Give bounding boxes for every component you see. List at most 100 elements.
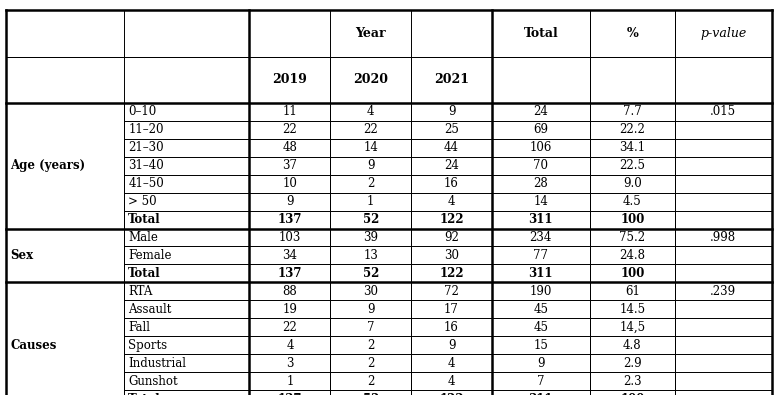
Bar <box>124 300 250 318</box>
Bar <box>492 57 590 103</box>
Bar <box>331 121 411 139</box>
Bar <box>124 211 250 228</box>
Bar <box>250 57 331 103</box>
Bar <box>590 372 675 390</box>
Bar <box>6 372 124 390</box>
Text: 2: 2 <box>367 357 374 370</box>
Text: 52: 52 <box>363 267 379 280</box>
Bar <box>6 300 124 318</box>
Text: 311: 311 <box>528 213 553 226</box>
Bar <box>411 103 492 121</box>
Bar <box>590 175 675 192</box>
Bar <box>6 265 124 282</box>
Text: 2020: 2020 <box>353 73 388 87</box>
Bar <box>250 246 331 265</box>
Text: 30: 30 <box>363 285 378 298</box>
Bar <box>590 103 675 121</box>
Bar <box>124 265 250 282</box>
Bar <box>124 103 250 121</box>
Bar <box>411 211 492 228</box>
Bar <box>492 282 590 300</box>
Bar <box>331 139 411 156</box>
Text: 9.0: 9.0 <box>623 177 642 190</box>
Text: 52: 52 <box>363 393 379 395</box>
Bar <box>590 354 675 372</box>
Bar <box>675 390 772 395</box>
Text: 9: 9 <box>367 303 374 316</box>
Text: Sports: Sports <box>128 339 167 352</box>
Bar <box>250 157 331 175</box>
Text: 4.5: 4.5 <box>623 195 642 208</box>
Text: 3: 3 <box>286 357 293 370</box>
Bar <box>411 193 492 211</box>
Bar <box>250 121 331 139</box>
Text: Causes: Causes <box>10 339 57 352</box>
Text: 234: 234 <box>530 231 552 244</box>
Bar <box>492 354 590 372</box>
Bar <box>411 337 492 354</box>
Text: Sex: Sex <box>10 249 33 262</box>
Text: 48: 48 <box>282 141 297 154</box>
Text: 41–50: 41–50 <box>128 177 164 190</box>
Bar <box>411 139 492 156</box>
Bar <box>6 157 124 175</box>
Text: 45: 45 <box>534 321 548 334</box>
Bar <box>250 265 331 282</box>
Bar <box>675 318 772 337</box>
Bar <box>675 354 772 372</box>
Text: 9: 9 <box>537 357 545 370</box>
Bar <box>590 300 675 318</box>
Bar <box>124 390 250 395</box>
Bar <box>331 390 411 395</box>
Text: .998: .998 <box>710 231 736 244</box>
Bar <box>411 228 492 246</box>
Bar <box>331 157 411 175</box>
Bar <box>590 139 675 156</box>
Text: Total: Total <box>128 267 161 280</box>
Bar <box>124 337 250 354</box>
Text: 45: 45 <box>534 303 548 316</box>
Bar <box>331 211 411 228</box>
Bar <box>6 175 124 192</box>
Bar <box>492 193 590 211</box>
Text: 100: 100 <box>620 393 644 395</box>
Bar <box>124 372 250 390</box>
Text: %: % <box>626 27 638 40</box>
Text: 10: 10 <box>282 177 297 190</box>
Text: 2.9: 2.9 <box>623 357 642 370</box>
Bar <box>590 265 675 282</box>
Text: 24.8: 24.8 <box>619 249 645 262</box>
Bar <box>411 282 492 300</box>
Bar <box>675 121 772 139</box>
Text: Year: Year <box>356 27 386 40</box>
Text: 19: 19 <box>282 303 297 316</box>
Text: .015: .015 <box>710 105 736 118</box>
Text: 4: 4 <box>367 105 374 118</box>
Bar <box>492 246 590 265</box>
Bar <box>331 265 411 282</box>
Text: 2019: 2019 <box>272 73 307 87</box>
Text: 4: 4 <box>448 375 455 388</box>
Bar <box>250 282 331 300</box>
Text: 16: 16 <box>444 321 459 334</box>
Bar <box>124 175 250 192</box>
Bar <box>6 211 124 228</box>
Text: Female: Female <box>128 249 172 262</box>
Bar <box>590 211 675 228</box>
Text: 2021: 2021 <box>434 73 469 87</box>
Bar <box>124 121 250 139</box>
Bar <box>250 372 331 390</box>
Bar <box>675 265 772 282</box>
Text: 4.8: 4.8 <box>623 339 642 352</box>
Bar <box>675 139 772 156</box>
Bar <box>492 157 590 175</box>
Text: 22.2: 22.2 <box>619 123 645 136</box>
Bar <box>6 390 124 395</box>
Text: 88: 88 <box>282 285 297 298</box>
Bar <box>124 228 250 246</box>
Bar <box>6 318 124 337</box>
Bar <box>590 121 675 139</box>
Text: Fall: Fall <box>128 321 150 334</box>
Bar <box>331 337 411 354</box>
Bar <box>250 300 331 318</box>
